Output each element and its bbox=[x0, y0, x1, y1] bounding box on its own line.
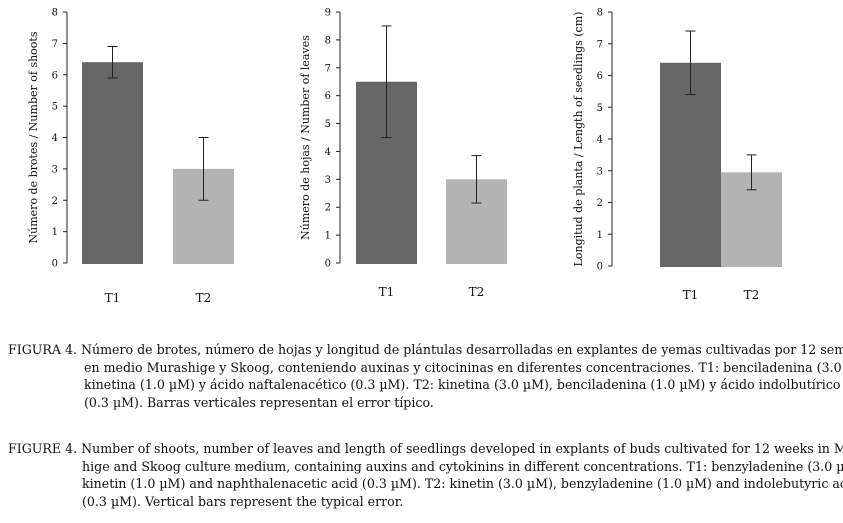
x-category-label: T2 bbox=[744, 288, 760, 302]
y-tick-label: 7 bbox=[597, 39, 603, 50]
caption-en-line: hige and Skoog culture medium, containin… bbox=[82, 458, 843, 474]
y-tick-label: 9 bbox=[325, 8, 331, 19]
x-category-label: T1 bbox=[105, 291, 121, 305]
caption-en-line: FIGURE 4. Number of shoots, number of le… bbox=[8, 441, 843, 456]
y-tick-label: 8 bbox=[597, 8, 603, 19]
y-tick-label: 7 bbox=[325, 63, 331, 74]
y-tick-label: 4 bbox=[52, 133, 58, 144]
caption-en-line: kinetin (1.0 µM) and naphthalenacetic ac… bbox=[82, 476, 843, 491]
y-tick-label: 0 bbox=[325, 259, 331, 270]
y-tick-label: 5 bbox=[325, 119, 331, 130]
y-tick-label: 6 bbox=[325, 91, 331, 102]
y-tick-label: 6 bbox=[597, 71, 603, 82]
x-category-label: T2 bbox=[469, 285, 485, 299]
x-category-label: T1 bbox=[683, 288, 699, 302]
y-tick-label: 3 bbox=[52, 164, 58, 175]
bar bbox=[82, 62, 143, 265]
x-category-label: T1 bbox=[379, 285, 395, 299]
y-tick-label: 4 bbox=[325, 147, 331, 158]
y-tick-label: 8 bbox=[52, 8, 58, 19]
y-tick-label: 2 bbox=[325, 203, 331, 214]
y-tick-label: 2 bbox=[597, 198, 603, 209]
caption-en-line: (0.3 µM). Vertical bars represent the ty… bbox=[82, 493, 404, 509]
caption-es-line: en medio Murashige y Skoog, conteniendo … bbox=[84, 359, 843, 375]
y-axis-title: Longitud de planta / Length of seedlings… bbox=[572, 12, 585, 267]
y-axis-title: Número de hojas / Number of leaves bbox=[299, 35, 312, 240]
y-tick-label: 1 bbox=[52, 227, 58, 238]
y-tick-label: 3 bbox=[325, 175, 331, 186]
y-tick-label: 1 bbox=[597, 230, 603, 241]
caption-es-line: FIGURA 4. Número de brotes, número de ho… bbox=[8, 342, 843, 357]
y-tick-label: 2 bbox=[52, 196, 58, 207]
y-axis-title: Número de brotes / Number of shoots bbox=[27, 31, 40, 243]
bar bbox=[660, 62, 721, 267]
caption-es-line: (0.3 µM). Barras verticales representan … bbox=[84, 394, 434, 410]
y-tick-label: 0 bbox=[52, 259, 58, 270]
x-category-label: T2 bbox=[196, 291, 212, 305]
y-tick-label: 7 bbox=[52, 39, 58, 50]
y-tick-label: 8 bbox=[325, 35, 331, 46]
charts-figure: 0 1 2 3 4 5 6 7 8 Número de brotes / Number of sh… bbox=[27, 8, 782, 305]
y-tick-label: 0 bbox=[597, 262, 603, 273]
y-tick-label: 1 bbox=[325, 231, 331, 242]
y-tick-label: 3 bbox=[597, 166, 603, 177]
y-tick-label: 6 bbox=[52, 70, 58, 81]
y-tick-label: 5 bbox=[52, 102, 58, 113]
y-tick-label: 4 bbox=[597, 135, 603, 146]
caption-es-line: kinetina (1.0 µM) y ácido naftalenacétic… bbox=[84, 377, 841, 392]
y-tick-label: 5 bbox=[597, 103, 603, 114]
